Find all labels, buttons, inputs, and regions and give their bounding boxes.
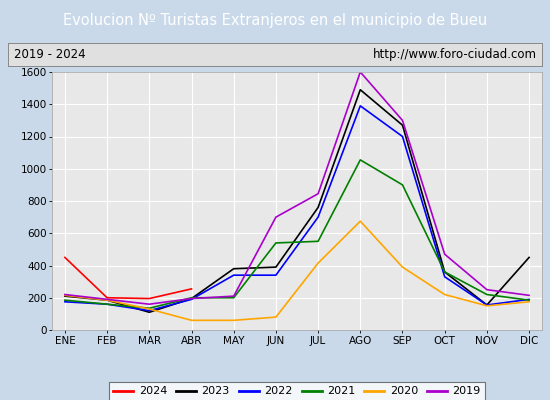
2023 <box>315 205 321 210</box>
2022 <box>62 299 68 304</box>
2020 <box>104 298 111 302</box>
2021 <box>146 306 152 311</box>
2022 <box>526 297 532 302</box>
2021 <box>188 295 195 300</box>
2021 <box>230 295 237 300</box>
2022 <box>273 273 279 278</box>
2020 <box>62 293 68 298</box>
2019 <box>357 70 364 74</box>
2022 <box>315 215 321 220</box>
2019 <box>62 292 68 297</box>
2019 <box>104 297 111 302</box>
Text: http://www.foro-ciudad.com: http://www.foro-ciudad.com <box>372 48 536 61</box>
2023 <box>230 266 237 271</box>
2020 <box>188 318 195 323</box>
2020 <box>357 219 364 224</box>
Line: 2021: 2021 <box>65 160 529 308</box>
Line: 2020: 2020 <box>65 221 529 320</box>
2023 <box>188 296 195 301</box>
2020 <box>230 318 237 323</box>
2020 <box>483 304 490 308</box>
2020 <box>442 292 448 297</box>
2021 <box>442 270 448 274</box>
Legend: 2024, 2023, 2022, 2021, 2020, 2019: 2024, 2023, 2022, 2021, 2020, 2019 <box>109 382 485 400</box>
2021 <box>273 240 279 245</box>
Line: 2019: 2019 <box>65 72 529 304</box>
Line: 2022: 2022 <box>65 106 529 311</box>
Text: Evolucion Nº Turistas Extranjeros en el municipio de Bueu: Evolucion Nº Turistas Extranjeros en el … <box>63 14 487 28</box>
2019 <box>399 118 406 123</box>
2019 <box>442 252 448 257</box>
2019 <box>230 294 237 298</box>
2020 <box>273 315 279 320</box>
2022 <box>230 273 237 278</box>
2021 <box>315 239 321 244</box>
2023 <box>146 310 152 315</box>
2020 <box>399 265 406 270</box>
2023 <box>399 123 406 128</box>
2024 <box>62 255 68 260</box>
2021 <box>399 182 406 187</box>
2020 <box>146 307 152 312</box>
2023 <box>104 298 111 302</box>
2020 <box>315 261 321 266</box>
2019 <box>146 302 152 306</box>
2023 <box>357 87 364 92</box>
2019 <box>526 293 532 298</box>
2024 <box>104 295 111 300</box>
2022 <box>442 274 448 279</box>
2023 <box>526 255 532 260</box>
2022 <box>188 297 195 302</box>
2022 <box>104 302 111 306</box>
2022 <box>357 104 364 108</box>
2023 <box>62 294 68 298</box>
2021 <box>357 158 364 162</box>
Line: 2023: 2023 <box>65 90 529 312</box>
2019 <box>273 215 279 220</box>
2020 <box>526 299 532 304</box>
2019 <box>188 296 195 301</box>
2019 <box>483 287 490 292</box>
2021 <box>104 302 111 306</box>
2023 <box>483 303 490 308</box>
2019 <box>315 191 321 196</box>
2024 <box>188 286 195 291</box>
2021 <box>483 292 490 297</box>
Text: 2019 - 2024: 2019 - 2024 <box>14 48 85 61</box>
Line: 2024: 2024 <box>65 258 191 298</box>
2022 <box>483 303 490 308</box>
2023 <box>273 265 279 270</box>
2021 <box>526 298 532 302</box>
2024 <box>146 296 152 301</box>
2021 <box>62 298 68 302</box>
2022 <box>399 134 406 139</box>
2022 <box>146 308 152 313</box>
2023 <box>442 270 448 274</box>
